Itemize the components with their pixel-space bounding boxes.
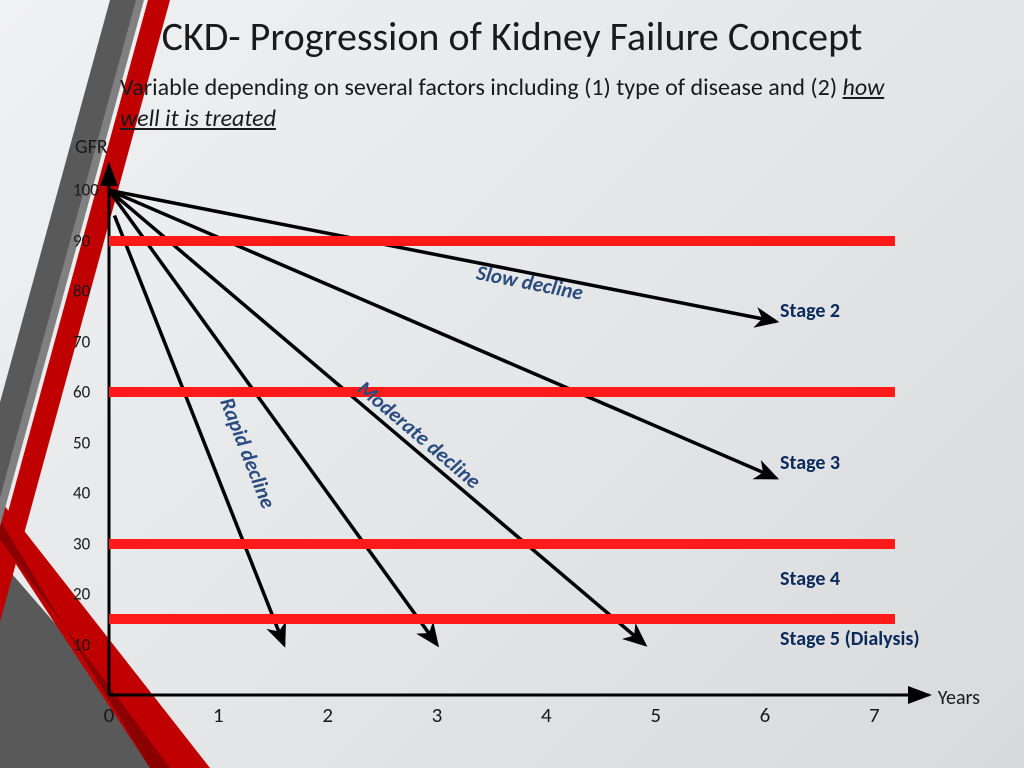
y-tick-50: 50 bbox=[73, 432, 90, 453]
y-tick-20: 20 bbox=[73, 584, 90, 605]
y-tick-30: 30 bbox=[73, 533, 90, 554]
decline-arrow-0 bbox=[109, 190, 776, 321]
stage-band-60 bbox=[109, 387, 895, 397]
x-tick-4: 4 bbox=[541, 702, 552, 728]
x-tick-7: 7 bbox=[869, 702, 880, 728]
x-tick-2: 2 bbox=[322, 702, 333, 728]
gfr-years-chart: GFR Years 10203040506070809010001234567S… bbox=[95, 140, 975, 740]
y-tick-40: 40 bbox=[73, 483, 90, 504]
y-tick-60: 60 bbox=[73, 382, 90, 403]
x-tick-0: 0 bbox=[104, 702, 115, 728]
stage-label: Stage 4 bbox=[780, 567, 840, 591]
decline-arrow-4 bbox=[114, 215, 283, 644]
y-tick-10: 10 bbox=[73, 634, 90, 655]
x-tick-3: 3 bbox=[432, 702, 443, 728]
stage-label: Stage 3 bbox=[780, 451, 840, 475]
stage-band-90 bbox=[109, 236, 895, 246]
y-tick-80: 80 bbox=[73, 281, 90, 302]
y-tick-70: 70 bbox=[73, 331, 90, 352]
stage-band-30 bbox=[109, 539, 895, 549]
subtitle-prefix: Variable depending on several factors in… bbox=[120, 73, 843, 102]
decline-arrow-1 bbox=[109, 190, 776, 478]
slide-subtitle: Variable depending on several factors in… bbox=[120, 72, 920, 134]
y-tick-100: 100 bbox=[73, 180, 99, 201]
slide-title: CKD- Progression of Kidney Failure Conce… bbox=[0, 12, 1024, 61]
stage-label: Stage 2 bbox=[780, 299, 840, 323]
y-tick-90: 90 bbox=[73, 230, 90, 251]
stage-band-15 bbox=[109, 614, 895, 624]
x-tick-5: 5 bbox=[650, 702, 661, 728]
x-tick-6: 6 bbox=[760, 702, 771, 728]
stage-label: Stage 5 (Dialysis) bbox=[780, 627, 920, 651]
x-tick-1: 1 bbox=[213, 702, 224, 728]
decline-arrow-2 bbox=[109, 190, 645, 644]
